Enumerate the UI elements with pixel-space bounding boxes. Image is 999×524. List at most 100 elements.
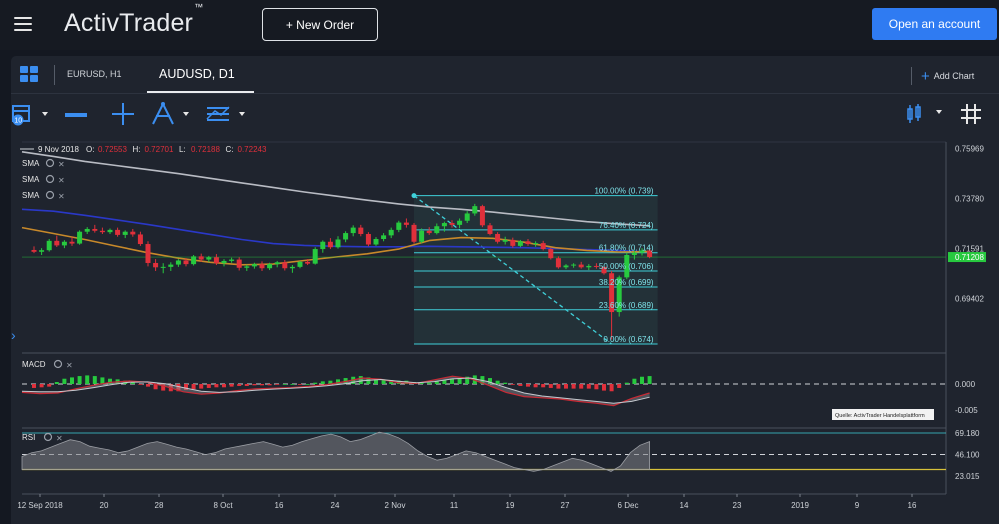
candle-body[interactable] <box>540 243 546 250</box>
candle-body[interactable] <box>563 265 569 268</box>
candle-body[interactable] <box>297 261 303 267</box>
settings-gear-icon[interactable] <box>45 158 55 168</box>
chevron-left-icon[interactable]: › <box>11 327 16 343</box>
candle-body[interactable] <box>46 240 52 251</box>
candle-body[interactable] <box>403 222 409 225</box>
candle-body[interactable] <box>122 231 128 235</box>
candle-body[interactable] <box>479 206 485 226</box>
candle-body[interactable] <box>213 257 219 264</box>
candle-body[interactable] <box>624 254 630 278</box>
candle-body[interactable] <box>571 264 577 266</box>
close-icon[interactable]: ✕ <box>56 434 63 443</box>
indicators-dropdown-caret[interactable] <box>239 112 245 116</box>
candle-body[interactable] <box>593 265 599 267</box>
menu-icon[interactable] <box>14 17 32 31</box>
close-icon[interactable]: ✕ <box>58 176 65 185</box>
candle-body[interactable] <box>434 226 440 234</box>
candle-body[interactable] <box>457 220 463 225</box>
candle-body[interactable] <box>365 233 371 245</box>
candle-body[interactable] <box>517 241 523 246</box>
candle-body[interactable] <box>175 260 181 265</box>
candle-body[interactable] <box>419 230 425 242</box>
candle-body[interactable] <box>578 264 584 268</box>
tab-audusd-d1[interactable]: AUDUSD, D1 <box>159 67 235 81</box>
settings-gear-icon[interactable] <box>43 432 53 442</box>
candle-body[interactable] <box>495 233 501 242</box>
candle-type-icon[interactable] <box>906 102 922 126</box>
candle-body[interactable] <box>441 223 447 227</box>
candle-body[interactable] <box>350 227 356 234</box>
candle-body[interactable] <box>449 223 455 225</box>
candle-body[interactable] <box>586 265 592 268</box>
candle-body[interactable] <box>396 222 402 230</box>
new-order-button[interactable]: + New Order <box>262 8 378 41</box>
candle-body[interactable] <box>137 234 143 245</box>
settings-gear-icon[interactable] <box>45 190 55 200</box>
candle-body[interactable] <box>426 230 432 234</box>
candle-body[interactable] <box>107 229 113 233</box>
candle-body[interactable] <box>115 229 121 235</box>
grid-toggle-icon[interactable] <box>959 102 983 126</box>
candle-body[interactable] <box>616 277 622 313</box>
layout-grid-icon[interactable] <box>20 66 38 83</box>
add-chart-button[interactable]: + Add Chart <box>921 66 974 86</box>
settings-gear-icon[interactable] <box>45 174 55 184</box>
candle-body[interactable] <box>464 213 470 221</box>
candle-body[interactable] <box>153 262 159 268</box>
open-account-button[interactable]: Open an account <box>872 8 997 40</box>
candle-body[interactable] <box>647 250 653 258</box>
candle-type-dropdown-caret[interactable] <box>936 110 942 114</box>
fib-anchor-point[interactable] <box>411 193 417 199</box>
candle-body[interactable] <box>502 239 508 242</box>
candle-body[interactable] <box>639 250 645 253</box>
candle-body[interactable] <box>191 256 197 265</box>
calendar-dropdown-caret[interactable] <box>42 112 48 116</box>
candle-body[interactable] <box>99 230 105 233</box>
candle-body[interactable] <box>548 249 554 259</box>
candle-body[interactable] <box>54 240 60 246</box>
candle-body[interactable] <box>206 257 212 260</box>
indicators-icon[interactable] <box>205 102 231 126</box>
candle-body[interactable] <box>305 261 311 264</box>
candle-body[interactable] <box>183 260 189 265</box>
candle-body[interactable] <box>327 241 333 248</box>
candle-body[interactable] <box>609 273 615 313</box>
candle-body[interactable] <box>335 239 341 248</box>
candle-body[interactable] <box>130 231 136 235</box>
candle-body[interactable] <box>388 229 394 236</box>
candle-body[interactable] <box>320 241 326 250</box>
candle-body[interactable] <box>274 262 280 265</box>
candle-body[interactable] <box>69 241 75 244</box>
candle-body[interactable] <box>312 249 318 264</box>
close-icon[interactable]: ✕ <box>58 192 65 201</box>
candle-body[interactable] <box>221 260 227 264</box>
candle-body[interactable] <box>601 266 607 274</box>
candle-body[interactable] <box>487 225 493 234</box>
candle-body[interactable] <box>381 235 387 240</box>
candle-body[interactable] <box>236 259 242 268</box>
candle-body[interactable] <box>343 233 349 240</box>
candle-body[interactable] <box>31 249 37 252</box>
candle-body[interactable] <box>92 228 98 231</box>
candle-body[interactable] <box>358 227 364 234</box>
candle-body[interactable] <box>84 228 90 232</box>
candle-body[interactable] <box>244 266 250 268</box>
candle-body[interactable] <box>373 239 379 245</box>
candle-body[interactable] <box>631 252 637 255</box>
candle-body[interactable] <box>229 259 235 261</box>
candle-body[interactable] <box>282 262 288 269</box>
candle-body[interactable] <box>259 264 265 269</box>
candle-body[interactable] <box>251 264 257 267</box>
candle-body[interactable] <box>533 243 539 245</box>
candle-body[interactable] <box>411 224 417 242</box>
candle-body[interactable] <box>510 239 516 246</box>
candle-body[interactable] <box>168 264 174 267</box>
candle-body[interactable] <box>525 241 531 245</box>
candle-body[interactable] <box>145 244 151 263</box>
activtrader-logo[interactable]: ActivTrader™ <box>64 1 204 37</box>
line-tool-icon[interactable] <box>63 102 89 126</box>
close-icon[interactable]: ✕ <box>66 361 73 370</box>
candle-body[interactable] <box>555 258 561 268</box>
tab-eurusd-h1[interactable]: EURUSD, H1 <box>67 69 122 79</box>
